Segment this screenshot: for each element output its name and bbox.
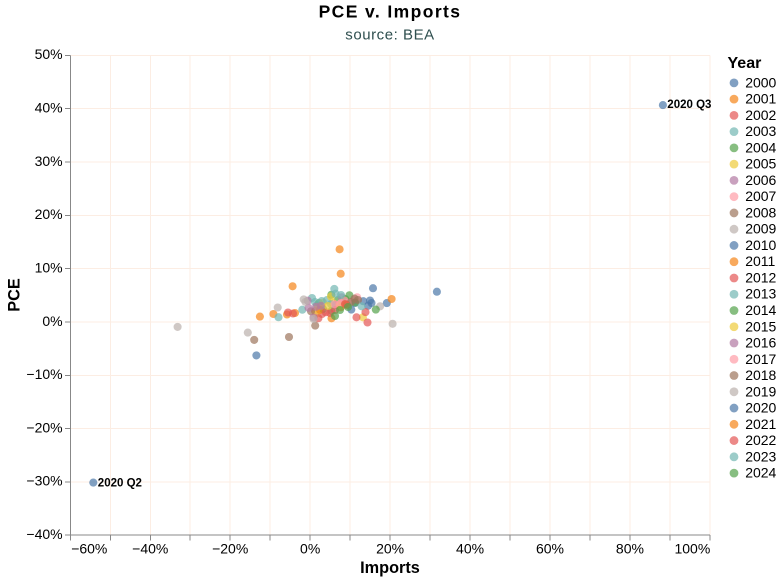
svg-text:2020 Q2: 2020 Q2 bbox=[98, 477, 142, 489]
svg-text:−60%: −60% bbox=[71, 541, 107, 557]
svg-text:2003: 2003 bbox=[745, 123, 776, 139]
svg-text:Imports: Imports bbox=[360, 559, 420, 577]
svg-text:PCE: PCE bbox=[6, 278, 24, 312]
svg-text:−40%: −40% bbox=[132, 541, 168, 557]
svg-text:Year: Year bbox=[728, 55, 762, 72]
svg-text:2008: 2008 bbox=[745, 204, 776, 220]
svg-text:10%: 10% bbox=[35, 259, 63, 275]
svg-text:40%: 40% bbox=[456, 541, 484, 557]
svg-text:source: BEA: source: BEA bbox=[345, 27, 434, 44]
svg-text:−20%: −20% bbox=[212, 541, 248, 557]
svg-text:2012: 2012 bbox=[745, 269, 776, 285]
svg-text:2005: 2005 bbox=[745, 156, 776, 172]
svg-text:2010: 2010 bbox=[745, 237, 776, 253]
svg-text:2020: 2020 bbox=[745, 400, 776, 416]
svg-text:2024: 2024 bbox=[745, 465, 776, 481]
svg-text:−30%: −30% bbox=[26, 473, 62, 489]
svg-text:2022: 2022 bbox=[745, 432, 776, 448]
svg-text:2000: 2000 bbox=[745, 74, 776, 90]
svg-text:0%: 0% bbox=[300, 541, 320, 557]
svg-text:2001: 2001 bbox=[745, 91, 776, 107]
svg-text:2021: 2021 bbox=[745, 416, 776, 432]
svg-text:2014: 2014 bbox=[745, 302, 776, 318]
svg-text:60%: 60% bbox=[536, 541, 564, 557]
svg-text:2018: 2018 bbox=[745, 367, 776, 383]
svg-text:0%: 0% bbox=[42, 313, 62, 329]
svg-text:−40%: −40% bbox=[26, 526, 62, 542]
svg-text:50%: 50% bbox=[35, 46, 63, 62]
svg-text:2013: 2013 bbox=[745, 286, 776, 302]
svg-text:40%: 40% bbox=[35, 100, 63, 116]
svg-text:2023: 2023 bbox=[745, 448, 776, 464]
svg-text:2002: 2002 bbox=[745, 107, 776, 123]
svg-text:2016: 2016 bbox=[745, 335, 776, 351]
svg-text:2015: 2015 bbox=[745, 318, 776, 334]
svg-text:20%: 20% bbox=[35, 206, 63, 222]
svg-text:100%: 100% bbox=[674, 541, 710, 557]
svg-text:2017: 2017 bbox=[745, 351, 776, 367]
svg-text:2020 Q3: 2020 Q3 bbox=[667, 99, 711, 111]
svg-text:80%: 80% bbox=[616, 541, 644, 557]
svg-text:2006: 2006 bbox=[745, 172, 776, 188]
svg-text:2011: 2011 bbox=[745, 253, 775, 269]
svg-text:−10%: −10% bbox=[26, 366, 62, 382]
svg-text:−20%: −20% bbox=[26, 419, 62, 435]
svg-text:30%: 30% bbox=[35, 153, 63, 169]
svg-text:2007: 2007 bbox=[745, 188, 776, 204]
svg-text:2004: 2004 bbox=[745, 139, 776, 155]
svg-text:2019: 2019 bbox=[745, 383, 776, 399]
svg-text:20%: 20% bbox=[376, 541, 404, 557]
svg-text:PCE v. Imports: PCE v. Imports bbox=[319, 1, 462, 21]
svg-text:2009: 2009 bbox=[745, 221, 776, 237]
